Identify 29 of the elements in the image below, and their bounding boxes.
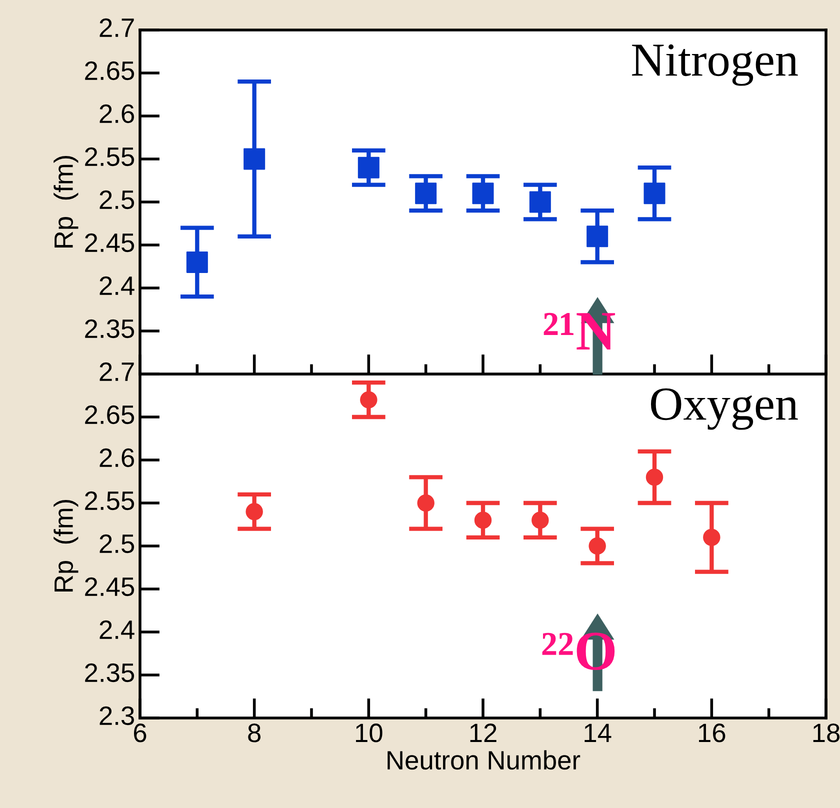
y-tick-label: 2.45 bbox=[85, 577, 134, 596]
annotation: Nitrogen bbox=[632, 44, 798, 86]
y-tick-label: 2.4 bbox=[100, 276, 134, 295]
x-tick-label: 12 bbox=[470, 724, 496, 742]
y-tick-label: 2.55 bbox=[85, 147, 134, 166]
x-tick-label: 8 bbox=[248, 724, 261, 742]
y-axis-title: Rp (fm) bbox=[54, 500, 78, 592]
y-axis-title: Rp (fm) bbox=[54, 156, 78, 248]
x-tick-label: 16 bbox=[699, 724, 726, 742]
y-tick-label: 2.45 bbox=[85, 233, 134, 252]
y-tick-label: 2.35 bbox=[85, 663, 134, 682]
y-tick-label: 2.55 bbox=[85, 491, 134, 510]
y-tick-label: 2.6 bbox=[100, 448, 134, 468]
y-tick-label: 2.65 bbox=[85, 405, 134, 424]
annotation: Oxygen bbox=[650, 388, 798, 430]
y-tick-label: 2.65 bbox=[85, 61, 134, 80]
y-tick-label: 2.4 bbox=[100, 620, 134, 639]
x-tick-label: 6 bbox=[134, 724, 146, 742]
x-tick-label: 10 bbox=[356, 724, 382, 742]
y-tick-label: 2.7 bbox=[100, 18, 134, 37]
y-tick-label: 2.7 bbox=[100, 362, 134, 381]
y-tick-label: 2.3 bbox=[100, 706, 134, 726]
x-tick-label: 14 bbox=[584, 724, 612, 742]
x-tick-label: 18 bbox=[813, 724, 840, 742]
y-tick-label: 2.5 bbox=[100, 190, 134, 210]
x-axis-title: Neutron Number bbox=[388, 750, 580, 770]
y-tick-label: 2.35 bbox=[85, 319, 134, 338]
y-tick-label: 2.6 bbox=[100, 104, 134, 124]
y-tick-label: 2.5 bbox=[100, 534, 134, 554]
